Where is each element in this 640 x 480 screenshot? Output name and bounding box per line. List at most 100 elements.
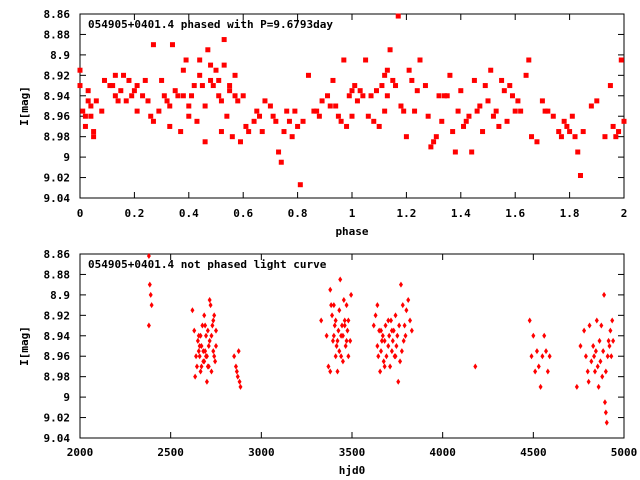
x-tick-label: 2500 bbox=[157, 446, 184, 459]
data-point bbox=[198, 368, 203, 375]
data-point bbox=[121, 72, 127, 78]
x-tick-label: 3000 bbox=[248, 446, 275, 459]
data-point bbox=[145, 98, 151, 104]
data-point bbox=[192, 327, 197, 334]
data-point bbox=[295, 123, 301, 129]
data-point bbox=[473, 363, 478, 370]
data-point bbox=[331, 302, 336, 309]
data-point bbox=[382, 72, 388, 78]
data-point bbox=[371, 118, 377, 124]
data-point bbox=[232, 353, 237, 360]
data-point bbox=[598, 358, 603, 365]
data-point bbox=[531, 332, 536, 339]
data-point bbox=[373, 88, 379, 94]
data-point bbox=[236, 348, 241, 355]
y-tick-label: 9.02 bbox=[44, 412, 71, 425]
data-point bbox=[603, 409, 608, 416]
data-point bbox=[589, 358, 594, 365]
data-point bbox=[602, 134, 608, 140]
data-point bbox=[389, 348, 394, 355]
data-point bbox=[387, 47, 393, 53]
data-point bbox=[341, 297, 346, 303]
data-point bbox=[474, 108, 480, 114]
data-point bbox=[346, 317, 351, 324]
y-tick-label: 9.04 bbox=[44, 192, 71, 205]
data-point bbox=[600, 373, 605, 380]
data-point bbox=[580, 129, 586, 135]
data-point bbox=[328, 368, 333, 375]
data-point bbox=[194, 118, 200, 124]
data-point bbox=[529, 134, 535, 140]
data-point bbox=[344, 123, 350, 129]
data-point bbox=[161, 93, 167, 99]
data-point bbox=[395, 332, 400, 339]
data-point bbox=[393, 353, 398, 360]
data-point bbox=[85, 88, 91, 94]
data-point bbox=[278, 159, 284, 165]
data-point bbox=[523, 72, 529, 78]
data-point bbox=[582, 327, 587, 334]
data-point bbox=[186, 113, 192, 119]
data-point bbox=[156, 108, 162, 114]
data-point bbox=[594, 317, 599, 324]
data-point bbox=[357, 88, 363, 94]
data-point bbox=[227, 88, 233, 94]
data-point bbox=[404, 307, 409, 314]
data-point bbox=[243, 123, 249, 129]
data-point bbox=[246, 129, 252, 135]
data-point bbox=[354, 98, 360, 104]
x-tick-label: 0.4 bbox=[179, 207, 199, 220]
data-point bbox=[578, 343, 583, 349]
data-point bbox=[85, 98, 91, 104]
data-point bbox=[175, 93, 181, 99]
data-point bbox=[458, 88, 464, 94]
data-point bbox=[504, 118, 510, 124]
data-point bbox=[196, 348, 201, 355]
x-tick-label: 1.4 bbox=[451, 207, 471, 220]
data-point bbox=[232, 93, 238, 99]
data-point bbox=[368, 93, 374, 99]
data-point bbox=[195, 337, 200, 344]
data-point bbox=[209, 332, 214, 339]
data-point bbox=[93, 98, 99, 104]
data-point bbox=[197, 72, 203, 78]
data-point bbox=[382, 363, 387, 370]
data-point bbox=[389, 327, 394, 334]
data-point bbox=[618, 57, 624, 63]
data-point bbox=[134, 83, 140, 89]
data-point bbox=[238, 383, 243, 390]
data-point bbox=[207, 297, 212, 303]
data-point bbox=[542, 108, 548, 114]
data-point bbox=[348, 337, 353, 344]
data-point bbox=[319, 317, 324, 324]
data-point bbox=[316, 113, 322, 119]
data-point bbox=[603, 368, 608, 375]
data-point bbox=[602, 291, 607, 298]
data-point bbox=[91, 134, 97, 140]
data-point bbox=[123, 98, 129, 104]
data-point bbox=[270, 113, 276, 119]
data-point bbox=[150, 42, 156, 48]
data-point bbox=[397, 322, 402, 329]
data-point bbox=[346, 93, 352, 99]
x-tick-label: 1.6 bbox=[505, 207, 525, 220]
data-point bbox=[394, 343, 399, 349]
data-point bbox=[169, 42, 175, 48]
x-tick-label: 1 bbox=[349, 207, 356, 220]
data-point bbox=[149, 302, 154, 309]
axis-ticks: 2000 2500 3000 3500 4000 4500 50008.868.888.98… bbox=[44, 248, 638, 459]
data-point bbox=[387, 332, 392, 339]
data-point bbox=[284, 108, 290, 114]
data-point bbox=[376, 123, 382, 129]
data-point bbox=[604, 419, 609, 426]
data-point bbox=[200, 322, 205, 329]
data-point bbox=[466, 113, 472, 119]
data-point bbox=[444, 93, 450, 99]
data-point bbox=[346, 353, 351, 360]
data-point bbox=[235, 373, 240, 380]
data-point bbox=[447, 72, 453, 78]
data-point bbox=[409, 77, 415, 83]
data-point bbox=[286, 118, 292, 124]
y-axis-title: I[mag] bbox=[18, 326, 31, 366]
